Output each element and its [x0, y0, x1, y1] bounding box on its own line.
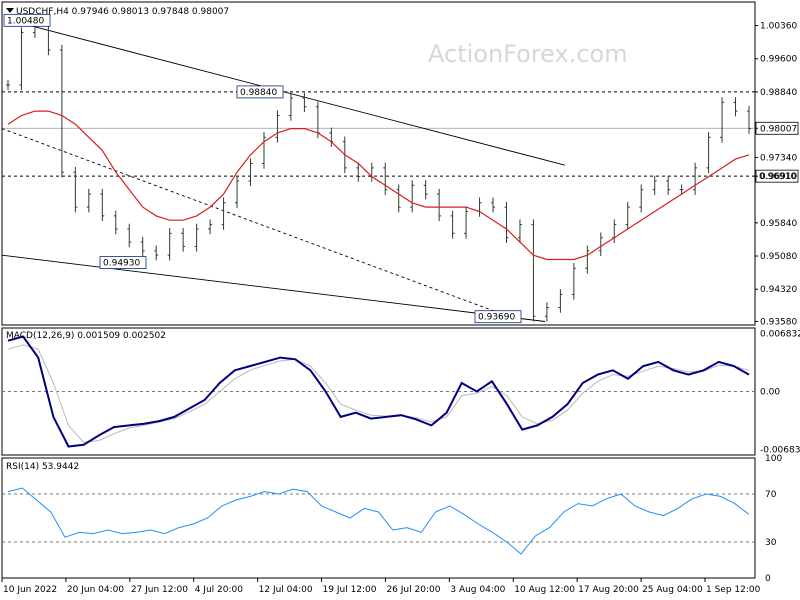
price-title: USDCHF,H4 0.97946 0.98013 0.97848 0.9800… [16, 7, 229, 17]
price-tick-label: 0.98840 [760, 88, 797, 98]
rsi-line [7, 487, 750, 555]
rsi-title: RSI(14) 53.9442 [6, 462, 79, 472]
date-tick-label: 20 Jun 04:00 [67, 585, 124, 595]
trendline [1, 254, 546, 322]
macd-line [7, 335, 750, 448]
price-tick-label: 0.97340 [760, 153, 797, 163]
level-label-text: 0.93690 [478, 313, 515, 323]
date-tick-label: 10 Jun 2022 [3, 585, 57, 595]
level-label-box [99, 256, 147, 269]
dropdown-arrow-icon[interactable] [6, 8, 14, 13]
macd-tick-label: 0.006832 [760, 330, 800, 340]
moving-average [7, 110, 750, 261]
price-panel-frame [1, 1, 756, 326]
macd-title: MACD(12,26,9) 0.001509 0.002502 [6, 331, 166, 341]
rsi-panel-frame [1, 457, 756, 579]
watermark: ActionForex.com [428, 40, 628, 68]
date-tick-label: 27 Jun 12:00 [131, 585, 188, 595]
date-tick-label: 19 Jul 12:00 [323, 585, 377, 595]
date-tick-label: 1 Sep 12:00 [706, 585, 761, 595]
price-tick-label: 1.00360 [760, 22, 797, 32]
price-tick-label: 0.94320 [760, 285, 797, 295]
macd-signal-line [7, 344, 750, 443]
axes: 1.00360 0.99600 0.98840 0.98007 0.97340 0.969… [1, 22, 800, 595]
rsi-tick-label: 100 [765, 454, 782, 464]
date-tick-label: 4 Jul 20:00 [195, 585, 244, 595]
rsi-tick-label: 30 [765, 538, 777, 548]
date-tick-label: 10 Aug 12:00 [514, 585, 575, 595]
macd-tick-label: -0.00683 [760, 445, 800, 455]
level-label-box [236, 85, 284, 99]
price-tick-label: 0.93580 [760, 318, 797, 328]
date-tick-label: 17 Aug 20:00 [578, 585, 639, 595]
price-bars [6, 14, 751, 322]
rsi-tick-label: 70 [765, 490, 777, 500]
macd-tick-label: 0.00 [760, 388, 780, 398]
level-label-text: 1.00480 [7, 16, 44, 26]
level-label-box [474, 310, 522, 324]
horizontal-levels [2, 91, 755, 543]
rsi-tick-label: 0 [765, 574, 771, 584]
price-tick-label: 0.98007 [760, 124, 797, 134]
price-tick-label: 0.96910 [760, 172, 797, 182]
level-label-text: 0.94930 [103, 259, 140, 269]
date-tick-label: 12 Jul 04:00 [259, 585, 313, 595]
macd-panel-frame [1, 327, 756, 456]
price-tick-label: 0.95080 [760, 252, 797, 262]
trendlines [1, 19, 566, 322]
trendline [9, 19, 566, 166]
panel-frames [1, 1, 756, 579]
level-label-text: 0.98840 [240, 88, 277, 98]
price-tick-label: 0.99600 [760, 55, 797, 65]
sma-line [7, 110, 750, 261]
date-tick-label: 26 Jul 20:00 [386, 585, 440, 595]
date-tick-label: 3 Aug 04:00 [450, 585, 505, 595]
price-tick-label: 0.95840 [760, 219, 797, 229]
level-label-text: 0.96910 [759, 172, 796, 182]
macd-panel [7, 335, 750, 448]
level-label-box [3, 13, 51, 27]
rsi-panel [7, 487, 750, 555]
panel-titles: USDCHF,H4 0.97946 0.98013 0.97848 0.9800… [6, 7, 229, 472]
trendline [1, 128, 521, 322]
level-labels: 0.98840 0.96910 0.94930 0.93690 1.00480 [3, 13, 799, 324]
date-tick-label: 25 Aug 04:00 [642, 585, 703, 595]
